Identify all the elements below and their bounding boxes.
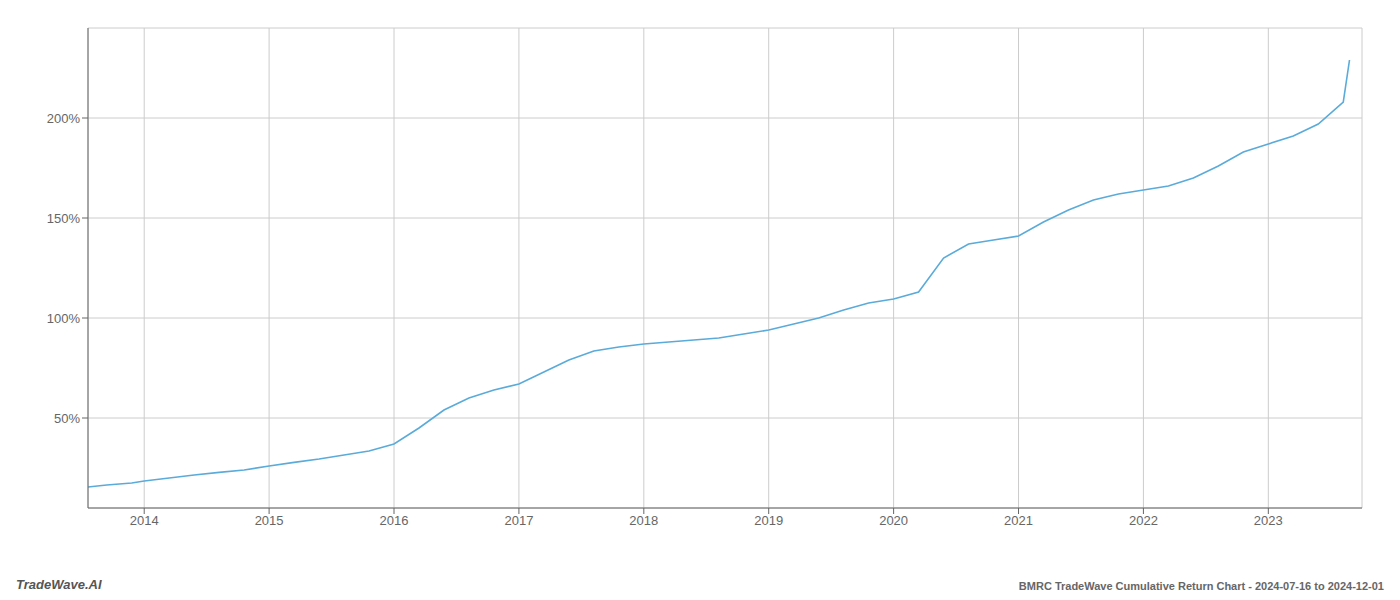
svg-text:2022: 2022 — [1129, 513, 1158, 528]
svg-text:2021: 2021 — [1004, 513, 1033, 528]
svg-text:2019: 2019 — [754, 513, 783, 528]
html-text:TradeWave.AI: TradeWave.AI — [16, 577, 102, 592]
svg-text:2018: 2018 — [629, 513, 658, 528]
svg-text:2017: 2017 — [504, 513, 533, 528]
svg-text:100%: 100% — [47, 311, 81, 326]
svg-text:200%: 200% — [47, 111, 81, 126]
svg-text:50%: 50% — [54, 411, 80, 426]
svg-text:2014: 2014 — [130, 513, 159, 528]
svg-text:2015: 2015 — [255, 513, 284, 528]
svg-text:2020: 2020 — [879, 513, 908, 528]
svg-text:2016: 2016 — [380, 513, 409, 528]
html-text:BMRC TradeWave Cumulative Retu: BMRC TradeWave Cumulative Return Chart -… — [1018, 580, 1384, 592]
svg-text:2023: 2023 — [1254, 513, 1283, 528]
svg-text:150%: 150% — [47, 211, 81, 226]
